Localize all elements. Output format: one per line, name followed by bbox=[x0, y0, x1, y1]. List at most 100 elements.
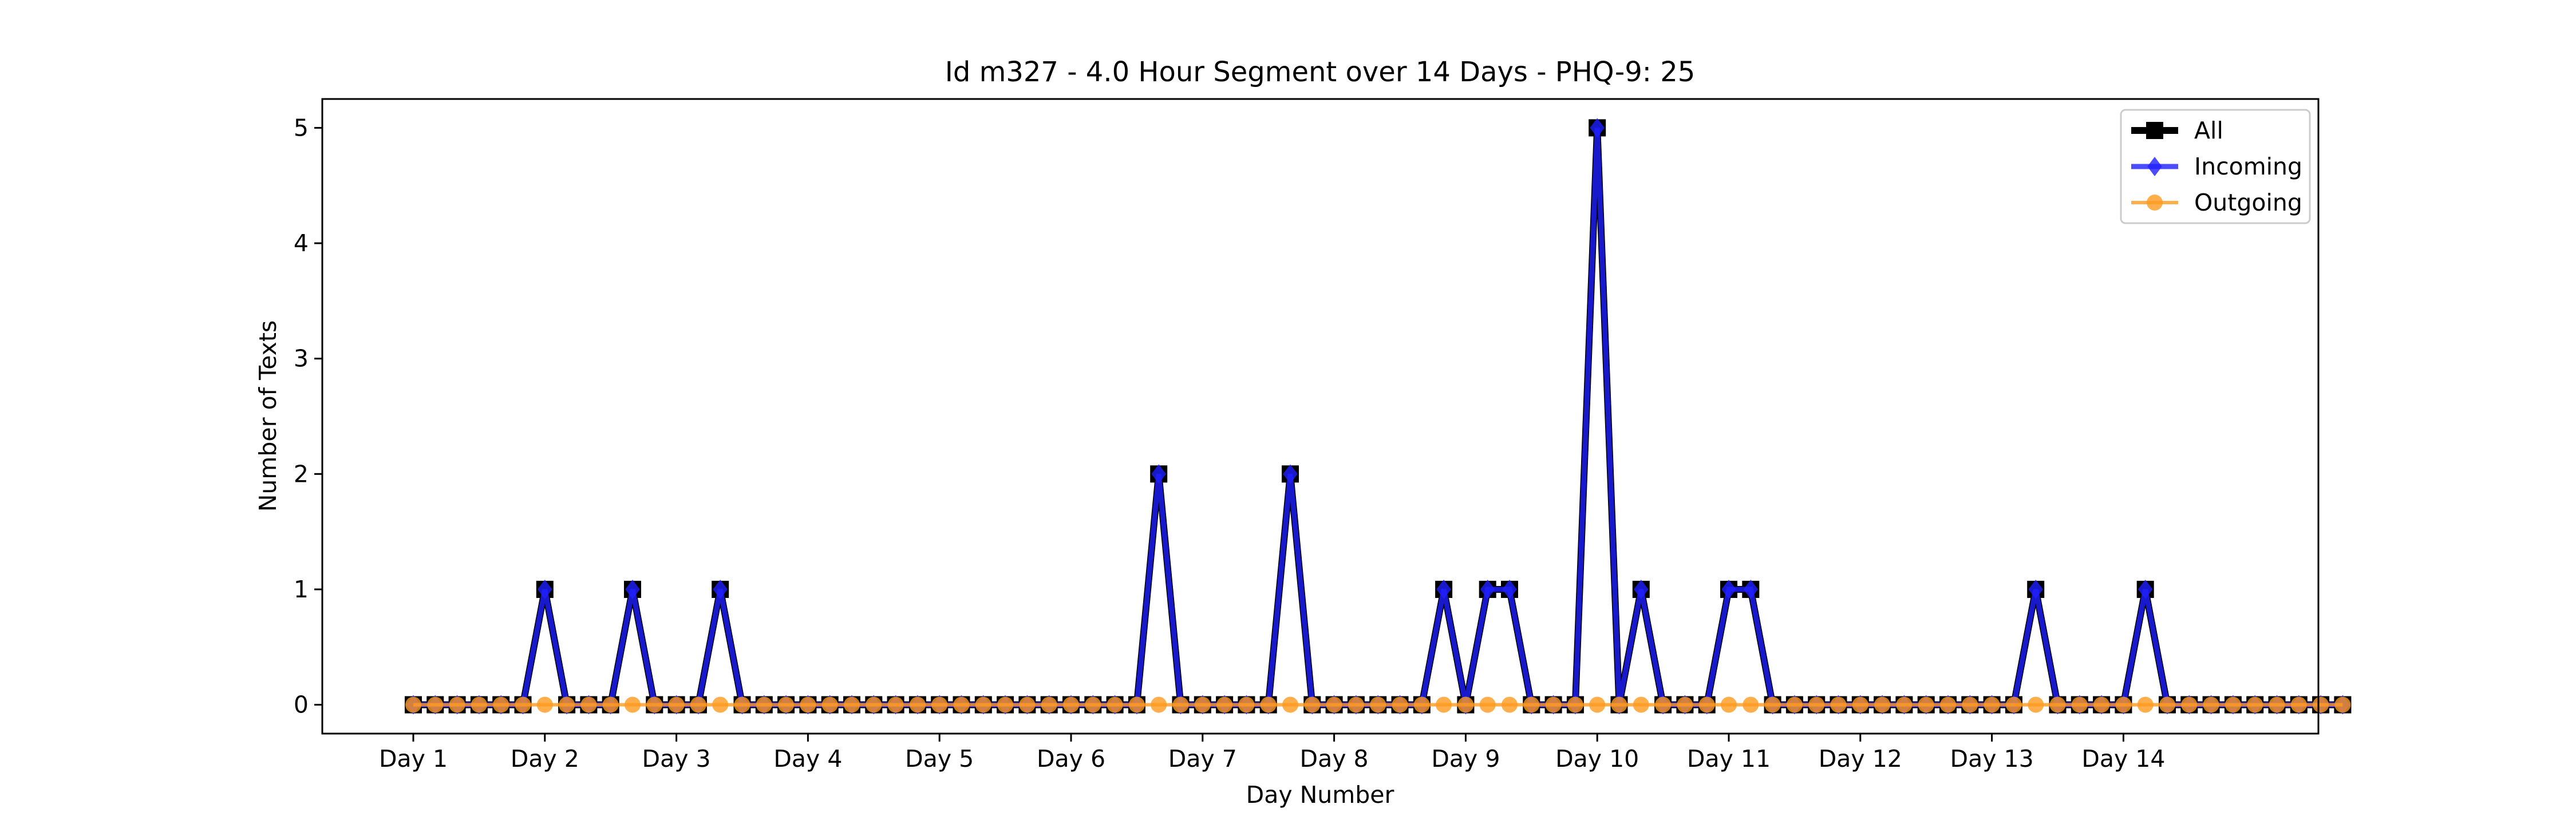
data-point-outgoing bbox=[1918, 696, 1934, 713]
data-point-outgoing bbox=[756, 696, 772, 713]
x-tick-label: Day 6 bbox=[1037, 745, 1105, 772]
data-point-outgoing bbox=[1304, 696, 1321, 713]
data-point-outgoing bbox=[2203, 696, 2219, 713]
y-axis: 0 1 2 3 4 5 bbox=[294, 114, 322, 719]
data-point-outgoing bbox=[1151, 696, 1167, 713]
data-point-outgoing bbox=[931, 696, 948, 713]
data-point-outgoing bbox=[2093, 696, 2110, 713]
y-tick-label: 5 bbox=[294, 114, 309, 141]
data-point-outgoing bbox=[909, 696, 926, 713]
y-tick-label: 1 bbox=[294, 576, 309, 603]
data-point-outgoing bbox=[1830, 696, 1847, 713]
data-point-outgoing bbox=[1216, 696, 1233, 713]
data-point-outgoing bbox=[1194, 696, 1211, 713]
data-point-outgoing bbox=[800, 696, 816, 713]
data-point-outgoing bbox=[1479, 696, 1496, 713]
data-point-outgoing bbox=[866, 696, 882, 713]
data-point-outgoing bbox=[471, 696, 487, 713]
data-point-outgoing bbox=[821, 696, 838, 713]
data-point-incoming bbox=[1436, 579, 1451, 599]
data-point-outgoing bbox=[2225, 696, 2241, 713]
data-point-outgoing bbox=[2005, 696, 2022, 713]
data-point-outgoing bbox=[427, 696, 444, 713]
plot-area bbox=[322, 99, 2318, 734]
data-point-outgoing bbox=[844, 696, 860, 713]
data-point-outgoing bbox=[1282, 696, 1298, 713]
data-point-outgoing bbox=[1874, 696, 1891, 713]
data-point-incoming bbox=[2028, 579, 2043, 599]
data-point-outgoing bbox=[2049, 696, 2066, 713]
x-axis: Day 1 Day 2 Day 3 Day 4 Day 5 Day 6 Day 7 Day 8… bbox=[379, 734, 2165, 772]
y-tick-label: 3 bbox=[294, 345, 309, 373]
y-axis-label: Number of Texts bbox=[254, 320, 282, 512]
legend: All Incoming Outgoing bbox=[2120, 109, 2311, 224]
data-point-outgoing bbox=[1589, 696, 1606, 713]
series-outgoing bbox=[405, 696, 2351, 713]
x-tick-label: Day 7 bbox=[1168, 745, 1237, 772]
data-point-incoming bbox=[538, 579, 552, 599]
data-point-incoming bbox=[1743, 579, 1759, 599]
data-point-outgoing bbox=[1808, 696, 1825, 713]
data-point-outgoing bbox=[1698, 696, 1715, 713]
data-point-outgoing bbox=[734, 696, 750, 713]
data-point-outgoing bbox=[1172, 696, 1189, 713]
data-point-outgoing bbox=[1743, 696, 1759, 713]
data-point-incoming bbox=[1590, 118, 1605, 138]
x-axis-label: Day Number bbox=[1246, 781, 1394, 809]
data-point-outgoing bbox=[625, 696, 641, 713]
data-point-outgoing bbox=[1655, 696, 1672, 713]
data-point-outgoing bbox=[559, 696, 575, 713]
data-point-outgoing bbox=[1348, 696, 1364, 713]
data-point-outgoing bbox=[1326, 696, 1342, 713]
data-point-outgoing bbox=[1413, 696, 1430, 713]
data-point-outgoing bbox=[1107, 696, 1123, 713]
data-point-outgoing bbox=[778, 696, 795, 713]
data-point-outgoing bbox=[668, 696, 685, 713]
chart-title: Id m327 - 4.0 Hour Segment over 14 Days … bbox=[945, 56, 1696, 88]
data-point-outgoing bbox=[1436, 696, 1452, 713]
data-point-outgoing bbox=[2137, 696, 2154, 713]
x-tick-label: Day 4 bbox=[773, 745, 842, 772]
x-tick-label: Day 9 bbox=[1431, 745, 1500, 772]
data-point-incoming bbox=[625, 579, 640, 599]
data-point-outgoing bbox=[2071, 696, 2088, 713]
data-point-incoming bbox=[1283, 464, 1298, 484]
data-point-outgoing bbox=[1063, 696, 1079, 713]
data-point-outgoing bbox=[1567, 696, 1583, 713]
data-point-outgoing bbox=[2028, 696, 2044, 713]
legend-label: All bbox=[2194, 117, 2223, 144]
data-point-outgoing bbox=[690, 696, 706, 713]
data-point-outgoing bbox=[536, 696, 553, 713]
x-tick-label: Day 12 bbox=[1819, 745, 1902, 772]
data-point-outgoing bbox=[1896, 696, 1913, 713]
plot-frame bbox=[321, 98, 2320, 735]
data-point-incoming bbox=[1634, 579, 1649, 599]
x-tick-label: Day 10 bbox=[1555, 745, 1639, 772]
data-point-outgoing bbox=[1392, 696, 1408, 713]
series-layer bbox=[405, 118, 2352, 715]
data-point-outgoing bbox=[1764, 696, 1781, 713]
x-tick-label: Day 2 bbox=[511, 745, 579, 772]
data-point-outgoing bbox=[2334, 696, 2351, 713]
data-point-outgoing bbox=[602, 696, 619, 713]
data-point-outgoing bbox=[1019, 696, 1036, 713]
data-point-incoming bbox=[1721, 579, 1736, 599]
x-tick-label: Day 5 bbox=[905, 745, 974, 772]
data-point-incoming bbox=[713, 579, 728, 599]
data-point-outgoing bbox=[1457, 696, 1474, 713]
data-point-outgoing bbox=[2313, 696, 2329, 713]
data-point-incoming bbox=[2138, 579, 2153, 599]
data-point-outgoing bbox=[1085, 696, 1101, 713]
data-point-outgoing bbox=[1260, 696, 1277, 713]
data-point-outgoing bbox=[2115, 696, 2132, 713]
x-tick-label: Day 3 bbox=[642, 745, 711, 772]
legend-marker-icon bbox=[2147, 157, 2162, 176]
data-point-outgoing bbox=[1238, 696, 1255, 713]
data-point-outgoing bbox=[1852, 696, 1868, 713]
data-point-outgoing bbox=[1611, 696, 1627, 713]
data-point-outgoing bbox=[975, 696, 991, 713]
legend-label: Incoming bbox=[2194, 153, 2302, 180]
x-tick-label: Day 13 bbox=[1950, 745, 2034, 772]
data-point-outgoing bbox=[1545, 696, 1562, 713]
